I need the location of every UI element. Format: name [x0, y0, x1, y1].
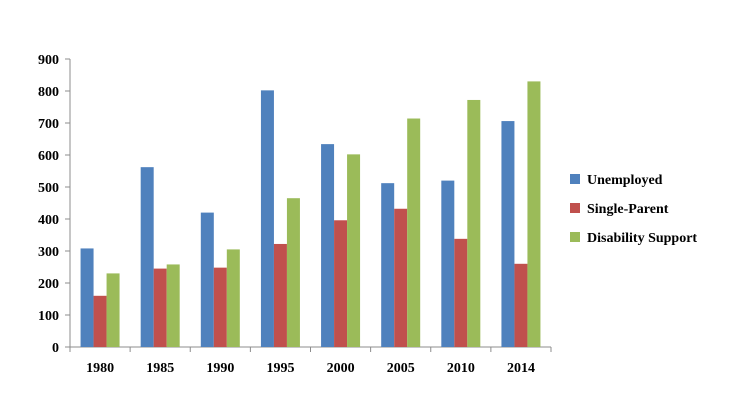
bar-disability-support-2014: [527, 81, 541, 348]
bar-unemployed-1995: [260, 90, 274, 348]
bar-single-parent-1990: [213, 267, 227, 347]
bar-unemployed-2014: [501, 121, 515, 347]
bar-unemployed-2000: [321, 144, 335, 347]
x-tick-label: 1995: [266, 361, 294, 376]
bar-disability-support-2010: [467, 99, 481, 348]
bar-single-parent-1995: [273, 243, 287, 347]
x-tick-label: 1980: [86, 361, 114, 376]
y-tick-label: 0: [52, 341, 59, 356]
y-axis-ticks: 0 100 200 300 400 500 600 700 800 900: [38, 53, 70, 356]
y-tick-label: 100: [38, 309, 59, 324]
bar-single-parent-1980: [93, 295, 107, 347]
legend-swatch: [570, 174, 580, 184]
bar-unemployed-2005: [381, 183, 395, 347]
bars: [80, 81, 541, 348]
legend: Unemployed Single-Parent Disability Suppor…: [570, 173, 697, 246]
x-tick-label: 1985: [146, 361, 174, 376]
y-tick-label: 400: [38, 213, 59, 228]
bar-unemployed-1980: [80, 248, 94, 347]
bar-disability-support-2005: [407, 118, 421, 348]
y-tick-label: 700: [38, 117, 59, 132]
bar-unemployed-1990: [200, 212, 214, 347]
legend-swatch: [570, 232, 580, 242]
x-axis-ticks: 1980 1985 1990 1995 2000 2005 2010 2014: [69, 347, 552, 376]
y-tick-label: 900: [38, 53, 59, 68]
bar-unemployed-1985: [140, 167, 154, 347]
bar-disability-support-1990: [226, 249, 240, 347]
x-tick-label: 2000: [327, 361, 355, 376]
x-tick-label: 2010: [447, 361, 475, 376]
y-tick-label: 600: [38, 149, 59, 164]
y-tick-label: 300: [38, 245, 59, 260]
bar-disability-support-1980: [106, 273, 120, 347]
bar-single-parent-2010: [454, 238, 468, 347]
x-tick-label: 2014: [507, 361, 535, 376]
bar-single-parent-2005: [394, 208, 408, 347]
y-tick-label: 500: [38, 181, 59, 196]
bar-disability-support-2000: [347, 154, 361, 347]
bar-single-parent-2014: [514, 263, 528, 347]
bar-single-parent-1985: [153, 268, 167, 347]
y-tick-label: 200: [38, 277, 59, 292]
legend-label: Single-Parent: [587, 202, 669, 217]
legend-swatch: [570, 203, 580, 213]
bar-disability-support-1995: [286, 198, 300, 347]
bar-single-parent-2000: [334, 220, 348, 347]
x-tick-label: 1990: [206, 361, 234, 376]
legend-label: Unemployed: [587, 173, 663, 188]
bar-disability-support-1985: [166, 264, 180, 347]
bar-unemployed-2010: [441, 180, 455, 347]
legend-label: Disability Support: [587, 231, 697, 246]
x-tick-label: 2005: [387, 361, 415, 376]
y-tick-label: 800: [38, 85, 59, 100]
